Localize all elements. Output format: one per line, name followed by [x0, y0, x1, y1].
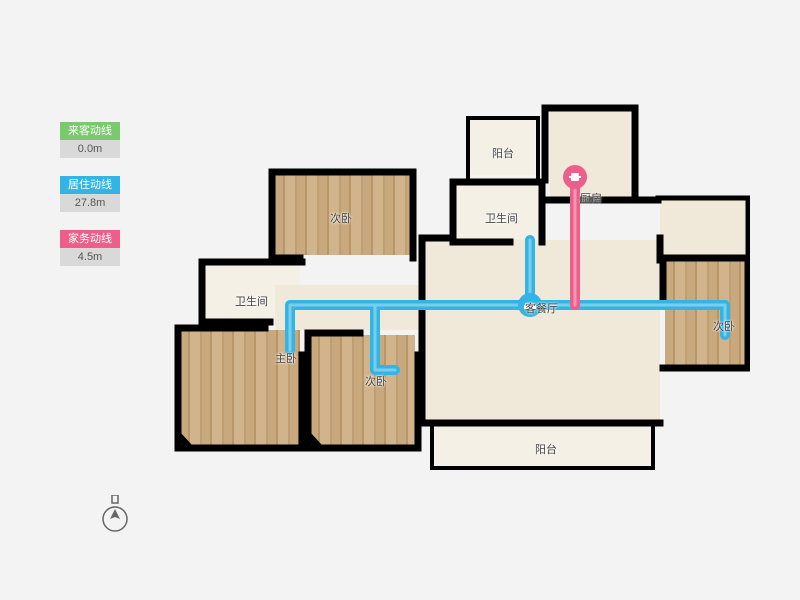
label-bedroom-top: 次卧 [330, 210, 352, 226]
label-master: 主卧 [275, 350, 297, 366]
label-bath-1: 卫生间 [485, 210, 518, 226]
canvas: 来客动线 0.0m 居住动线 27.8m 家务动线 4.5m [0, 0, 800, 600]
room-master-bedroom [180, 330, 300, 445]
label-balcony-top: 阳台 [492, 145, 514, 161]
label-bedroom-mid: 次卧 [365, 373, 387, 389]
compass-icon [100, 495, 130, 535]
floor-plan: 厨房 阳台 卫生间 次卧 卫生间 主卧 次卧 客餐厅 次卧 阳台 [170, 90, 750, 470]
legend-value-chore: 4.5m [60, 248, 120, 266]
legend: 来客动线 0.0m 居住动线 27.8m 家务动线 4.5m [60, 122, 120, 284]
label-bath-2: 卫生间 [235, 293, 268, 309]
legend-label-living: 居住动线 [60, 176, 120, 194]
legend-value-living: 27.8m [60, 194, 120, 212]
room-living [425, 240, 660, 420]
flow-node-chore-icon [563, 165, 587, 189]
legend-label-guest: 来客动线 [60, 122, 120, 140]
legend-item-living: 居住动线 27.8m [60, 176, 120, 212]
room-bedroom-right [665, 260, 745, 365]
room-kitchen [550, 110, 630, 200]
label-living: 客餐厅 [525, 300, 558, 316]
entry-right [660, 200, 745, 255]
hallway [275, 285, 430, 330]
legend-label-chore: 家务动线 [60, 230, 120, 248]
label-kitchen: 厨房 [580, 190, 602, 206]
room-bedroom-mid [310, 335, 415, 445]
legend-item-chore: 家务动线 4.5m [60, 230, 120, 266]
label-bedroom-right: 次卧 [713, 318, 735, 334]
label-balcony-bottom: 阳台 [535, 441, 557, 457]
legend-item-guest: 来客动线 0.0m [60, 122, 120, 158]
legend-value-guest: 0.0m [60, 140, 120, 158]
